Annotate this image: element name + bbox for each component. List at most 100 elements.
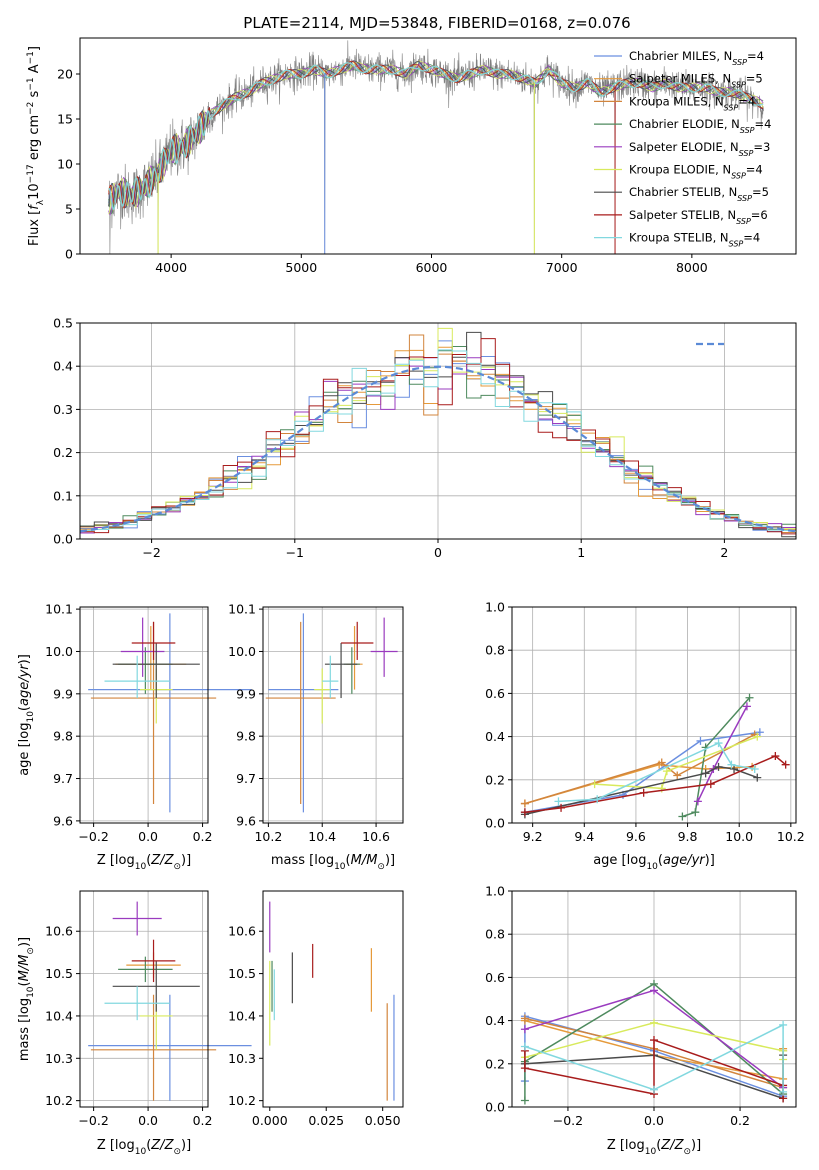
weight-series-line	[524, 1023, 784, 1092]
spectrum-ytick-label: 5	[65, 202, 73, 217]
weight-age-axes: 9.2 9.4 9.6 9.8 10.0 10.2 0.0 0.2 0.4 0.6 0.8 1.0	[485, 600, 805, 845]
age-z-ytick-label: 9.6	[53, 813, 73, 828]
weight-z-xtick-label: 0.2	[730, 1113, 750, 1128]
weight-age-ytick-label: 1.0	[485, 600, 505, 615]
weight-age-xtick-label: 9.2	[523, 829, 543, 844]
spectrum-xtick-label: 8000	[676, 260, 708, 275]
age-z-ytick-label: 9.8	[53, 729, 73, 744]
age-z-ytick-label: 9.7	[53, 771, 73, 786]
mass-z-xtick-label: 0.2	[193, 1113, 213, 1128]
mass-z-frame	[79, 890, 209, 1108]
age-z-xtick-label: −0.2	[78, 829, 108, 844]
weight-point-marker	[745, 693, 754, 702]
weight-point-marker	[753, 732, 762, 741]
hist-axes: −2 −1 0 1 2 0.0 0.1 0.2 0.3 0.4 0.5	[53, 316, 796, 560]
age-z-xlabel: Z [log10(Z/Z⊙)]	[97, 853, 191, 872]
spectrum-ytick-label: 10	[57, 157, 73, 172]
hist-xtick-label: 2	[720, 545, 728, 560]
weight-point-marker	[771, 752, 780, 761]
spectrum-ytick-label: 15	[57, 112, 73, 127]
weight-series-line	[594, 735, 758, 790]
weight-point-marker	[520, 808, 529, 817]
mass-z-xtick-label: 0.0	[138, 1113, 158, 1128]
age-mass-ytick-label: 10.1	[228, 602, 256, 617]
model-spectrum-line	[108, 62, 764, 211]
weight-point-marker	[730, 765, 739, 773]
weight-point-marker	[639, 788, 648, 797]
weight-point-marker	[657, 758, 666, 767]
observed-spectrum-line	[108, 40, 764, 255]
weight-point-marker	[590, 780, 599, 789]
spectrum-xtick-label: 7000	[546, 260, 578, 275]
weight-age-xlabel: age [log10(age/yr)]	[593, 853, 715, 872]
spectrum-xtick-label: 4000	[155, 260, 187, 275]
weight-point-marker	[650, 1085, 658, 1094]
weight-z-series	[520, 979, 788, 1105]
weight-z-ytick-label: 0.2	[485, 1056, 505, 1071]
hist-ytick-label: 0.0	[53, 532, 73, 547]
weight-point-marker	[520, 1025, 529, 1034]
weight-point-marker	[779, 1020, 788, 1029]
weight-age-ytick-label: 0.6	[485, 686, 505, 701]
age-z-axes: −0.2 0.0 0.2 9.6 9.7 9.8 9.9 10.0 10.1	[45, 602, 212, 844]
mass-z-ytick-label: 10.6	[45, 924, 73, 939]
mass-z-axes: −0.2 0.0 0.2 10.2 10.3 10.4 10.5 10.6	[45, 891, 212, 1128]
age-z-xtick-label: 0.0	[138, 829, 158, 844]
age-mass-xtick-label: 10.4	[308, 829, 336, 844]
hist-xtick-label: 1	[577, 545, 585, 560]
spectrum-frame	[79, 37, 797, 255]
age-mass-frame	[262, 606, 404, 824]
weight-series-line	[524, 733, 756, 805]
mass-z-ylabel: mass [log10(M/M⊙)]	[17, 937, 36, 1061]
weight-age-series	[520, 693, 790, 821]
weight-age-xtick-label: 9.4	[574, 829, 594, 844]
hist-ytick-label: 0.4	[53, 359, 73, 374]
weight-point-marker	[650, 1018, 658, 1027]
age-mass-ytick-label: 9.6	[236, 813, 256, 828]
weight-point-marker	[714, 762, 723, 771]
weight-z-xtick-label: −0.2	[553, 1113, 583, 1128]
age-mass-xtick-label: 10.6	[362, 829, 390, 844]
hist-xtick-label: 0	[434, 545, 442, 560]
hist-frame	[79, 322, 797, 540]
weight-point-marker	[693, 797, 702, 806]
hist-ytick-label: 0.5	[53, 316, 73, 331]
legend-entry: Salpeter STELIB, NSSP=6	[629, 208, 768, 226]
age-z-ytick-label: 10.1	[45, 602, 73, 617]
weight-series-line	[558, 742, 755, 803]
weight-point-marker	[593, 795, 602, 804]
model-spectrum-line	[108, 60, 764, 209]
spectrum-xtick-label: 6000	[416, 260, 448, 275]
weight-point-marker	[520, 1014, 529, 1023]
weight-series-line	[524, 755, 787, 813]
mass-ebv-ytick-label: 10.4	[228, 1008, 256, 1023]
weight-point-marker	[727, 760, 736, 769]
weight-z-ytick-label: 1.0	[485, 884, 505, 899]
spectrum-ytick-label: 20	[57, 67, 73, 82]
weight-age-xtick-label: 10.2	[777, 829, 805, 844]
mass-z-ytick-label: 10.4	[45, 1008, 73, 1023]
age-mass-xlabel: mass [log10(M/M⊙)]	[271, 853, 395, 872]
age-z-ytick-label: 9.9	[53, 686, 73, 701]
mass-ebv-ytick-label: 10.2	[228, 1093, 256, 1108]
age-mass-ytick-label: 10.0	[228, 644, 256, 659]
spectrum-ytick-label: 0	[65, 247, 73, 262]
weight-z-ytick-label: 0.8	[485, 927, 505, 942]
weight-point-marker	[755, 728, 764, 737]
hist-xtick-label: −1	[286, 545, 304, 560]
weight-point-marker	[742, 702, 751, 711]
age-mass-xtick-label: 10.2	[254, 829, 282, 844]
age-z-grid	[80, 607, 208, 823]
normal-reference-curve	[79, 365, 797, 533]
weight-point-marker	[520, 1064, 529, 1073]
weight-age-xtick-label: 10.0	[725, 829, 753, 844]
legend-entry: Salpeter MILES, NSSP=5	[629, 72, 763, 90]
mass-z-grid	[80, 891, 208, 1107]
weight-series-line	[524, 731, 761, 813]
weight-age-xtick-label: 9.6	[626, 829, 646, 844]
legend-entry: Chabrier MILES, NSSP=4	[629, 49, 764, 67]
age-mass-ytick-label: 9.9	[236, 686, 256, 701]
mass-z-ytick-label: 10.5	[45, 966, 73, 981]
mass-ebv-ytick-label: 10.5	[228, 966, 256, 981]
